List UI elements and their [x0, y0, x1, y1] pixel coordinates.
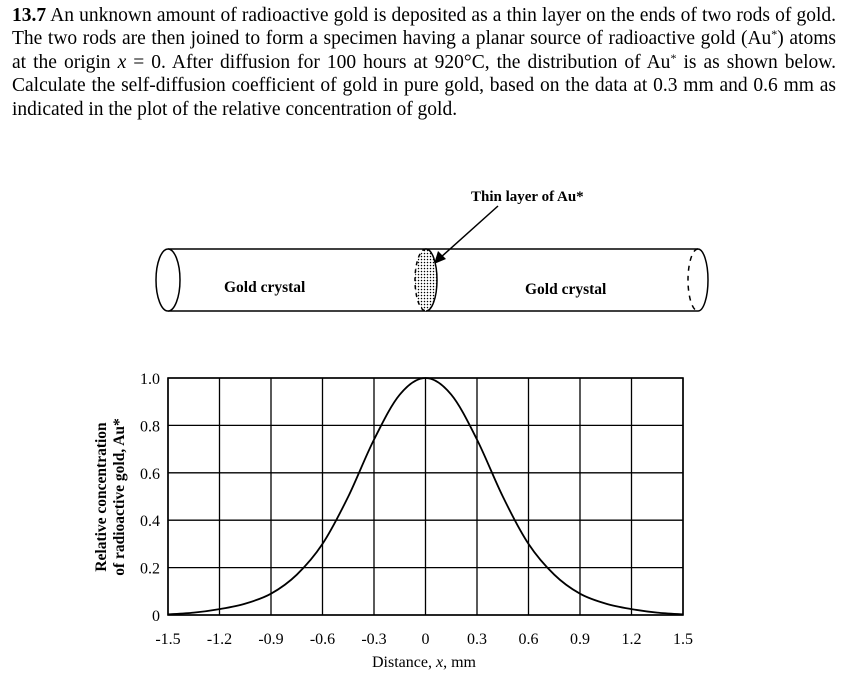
y-tick-label: 0.8: [140, 418, 160, 435]
chart-grid: [167, 377, 684, 616]
x-tick-label: 1.5: [673, 631, 693, 648]
x-axis-label: Distance, x, mm: [372, 654, 477, 671]
superscript-star: *: [670, 50, 677, 65]
x-tick-label: 0.3: [467, 631, 487, 648]
x-tick-label: -0.6: [310, 631, 335, 648]
au-layer: [415, 249, 437, 311]
concentration-chart: -1.5 -1.2 -0.9 -0.6 -0.3 0 0.3 0.6 0.9 1.2 1.5 0 0.…: [93, 371, 693, 671]
problem-text-4: is as shown below. Calculate the self-di…: [12, 51, 836, 120]
rod-diagram: Thin layer of Au* Gold crystal Gold crys…: [155, 189, 709, 312]
y-axis-label-line2: of radioactive gold, Au*: [111, 418, 128, 576]
arrow-head: [434, 251, 446, 264]
y-axis-label: Relative concentration of radioactive go…: [93, 418, 128, 576]
superscript-star: *: [771, 27, 778, 42]
x-tick-label: -0.9: [258, 631, 283, 648]
thin-layer-label: Thin layer of Au*: [471, 189, 584, 205]
y-tick-label: 1.0: [140, 371, 160, 388]
rod-body: [168, 248, 709, 312]
rod-right-hidden-edge: [687, 248, 699, 312]
y-tick-labels: 0 0.2 0.4 0.6 0.8 1.0: [140, 371, 160, 625]
au-layer-back-edge: [414, 248, 427, 312]
x-tick-label: 0.6: [519, 631, 539, 648]
variable-x: x: [117, 51, 127, 73]
problem-text-3: = 0. After diffusion for 100 hours at 92…: [126, 51, 671, 73]
y-tick-label: 0.2: [140, 561, 160, 578]
x-tick-label: -0.3: [361, 631, 386, 648]
au-layer-front-edge: [425, 248, 438, 312]
arrow-line: [439, 205, 499, 259]
x-tick-label: 0.9: [570, 631, 590, 648]
y-tick-label: 0.4: [140, 513, 160, 530]
x-tick-label: -1.5: [155, 631, 180, 648]
left-crystal-label: Gold crystal: [224, 279, 306, 296]
problem-text-2: ) atoms at the origin: [12, 28, 836, 73]
y-tick-label: 0.6: [140, 466, 160, 483]
y-axis-label-line1: Relative concentration: [93, 422, 110, 572]
x-tick-label: 0: [422, 631, 430, 648]
x-tick-label: -1.2: [207, 631, 232, 648]
right-crystal-label: Gold crystal: [525, 281, 607, 298]
x-tick-label: 1.2: [622, 631, 642, 648]
concentration-curve: [167, 377, 684, 616]
rod-left-end: [155, 248, 181, 312]
problem-statement: 13.7 An unknown amount of radioactive go…: [12, 4, 836, 121]
problem-text-1: An unknown amount of radioactive gold is…: [12, 5, 836, 50]
y-tick-label: 0: [152, 608, 160, 625]
problem-number: 13.7: [12, 5, 47, 26]
x-tick-labels: -1.5 -1.2 -0.9 -0.6 -0.3 0 0.3 0.6 0.9 1.2 1.5: [155, 631, 693, 648]
